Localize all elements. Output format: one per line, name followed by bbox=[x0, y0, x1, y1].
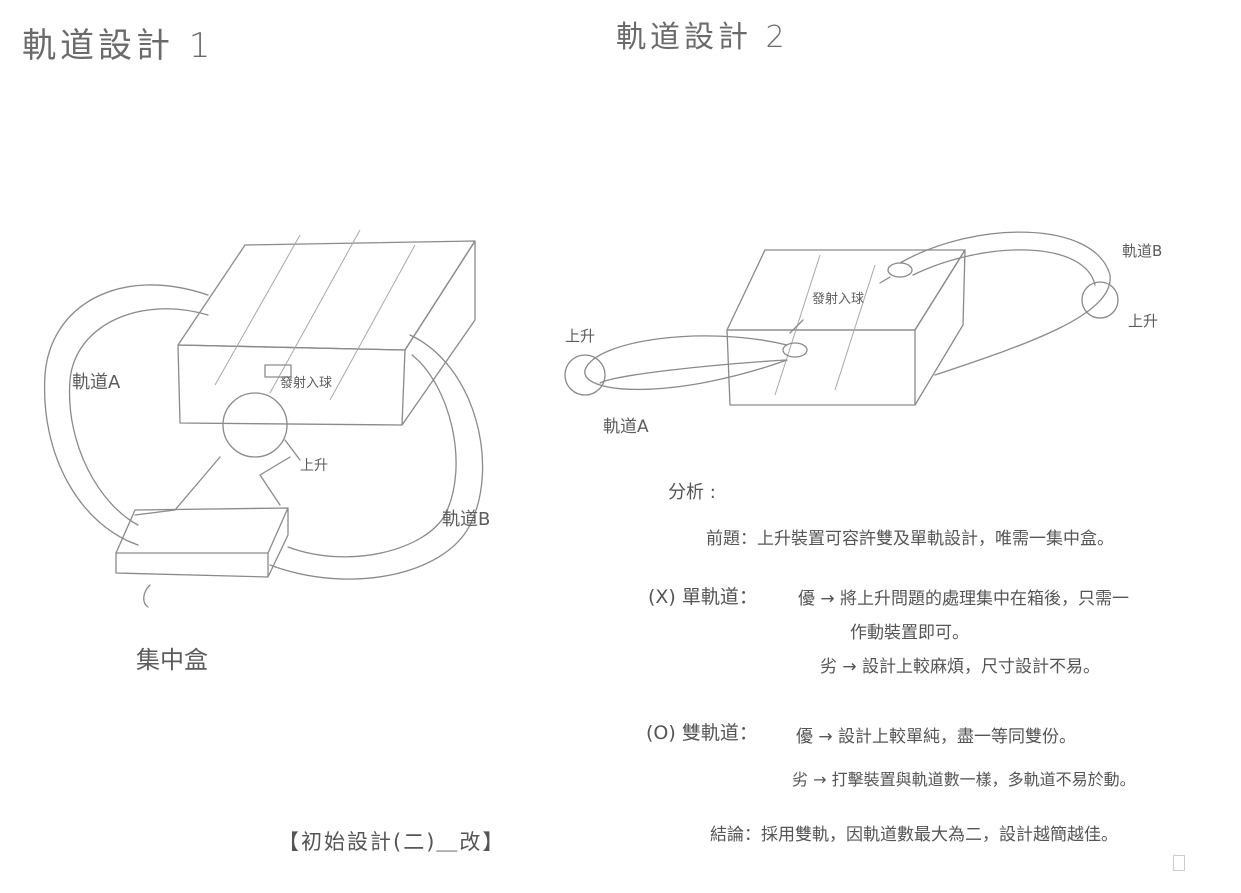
label-lift-right: 上升 bbox=[1128, 312, 1159, 330]
collector-arrow bbox=[143, 584, 151, 608]
track-a-loop-2 bbox=[584, 335, 788, 391]
analysis-premise: 前題：上升裝置可容許雙及單軌設計，唯需一集中盒。 bbox=[706, 529, 1114, 549]
footer-caption: 【初始設計(二)＿改】 bbox=[278, 830, 506, 854]
box2-front-face bbox=[726, 329, 916, 406]
single-track-pro-1: 優 → 將上升問題的處理集中在箱後，只需一 bbox=[798, 589, 1130, 609]
double-track-con: 劣 → 打擊裝置與軌道數一樣，多軌道不易於動。 bbox=[792, 770, 1136, 789]
diagram-1-sketch bbox=[43, 229, 484, 608]
label-collector: 集中盒 bbox=[136, 646, 208, 674]
single-track-label: (X) 單軌道： bbox=[648, 586, 758, 608]
label-lift-1: 上升 bbox=[300, 458, 328, 474]
label-track-b-2: 軌道B bbox=[1122, 242, 1163, 260]
lift-right-circle bbox=[1081, 281, 1119, 319]
analysis-conclusion: 結論：採用雙軌，因軌道數最大為二，設計越簡越佳。 bbox=[710, 825, 1118, 845]
analysis-heading: 分析 : bbox=[668, 482, 716, 503]
box2-side-face bbox=[914, 249, 966, 406]
lift-left-circle bbox=[564, 354, 606, 396]
front-slot bbox=[264, 364, 292, 378]
single-track-con: 劣 → 設計上較麻煩，尺寸設計不易。 bbox=[820, 657, 1101, 677]
label-lift-left: 上升 bbox=[565, 327, 596, 345]
label-track-a-2: 軌道A bbox=[603, 417, 649, 437]
lift-arrow bbox=[284, 439, 301, 461]
top-hole bbox=[887, 262, 913, 278]
diagram-2-sketch bbox=[564, 231, 1119, 406]
track-b-loop bbox=[269, 334, 484, 580]
label-launch: 發射入球 bbox=[812, 292, 865, 307]
box-top-face bbox=[177, 240, 476, 351]
title-design-2: 軌道設計 2 bbox=[616, 20, 789, 55]
single-track-pro-2: 作動裝置即可。 bbox=[850, 623, 969, 643]
box-top-lines bbox=[214, 229, 416, 401]
ramp bbox=[134, 456, 291, 516]
label-track-a-1: 軌道A bbox=[72, 372, 121, 393]
label-track-b-1: 軌道B bbox=[442, 509, 491, 530]
double-track-pro: 優 → 設計上較單純，盡一等同雙份。 bbox=[796, 727, 1077, 747]
corner-mark bbox=[1173, 855, 1185, 871]
title-design-1: 軌道設計 1 bbox=[22, 26, 215, 66]
box-side-face bbox=[401, 240, 476, 426]
track-a-loop bbox=[43, 284, 209, 546]
lift-circle bbox=[222, 392, 288, 458]
front-hole bbox=[782, 342, 808, 358]
collector-box bbox=[115, 507, 289, 578]
label-motor-hole: 發射入球 bbox=[280, 376, 333, 391]
double-track-label: (O) 雙軌道： bbox=[646, 722, 758, 744]
track-b-loop-2 bbox=[899, 231, 1111, 376]
